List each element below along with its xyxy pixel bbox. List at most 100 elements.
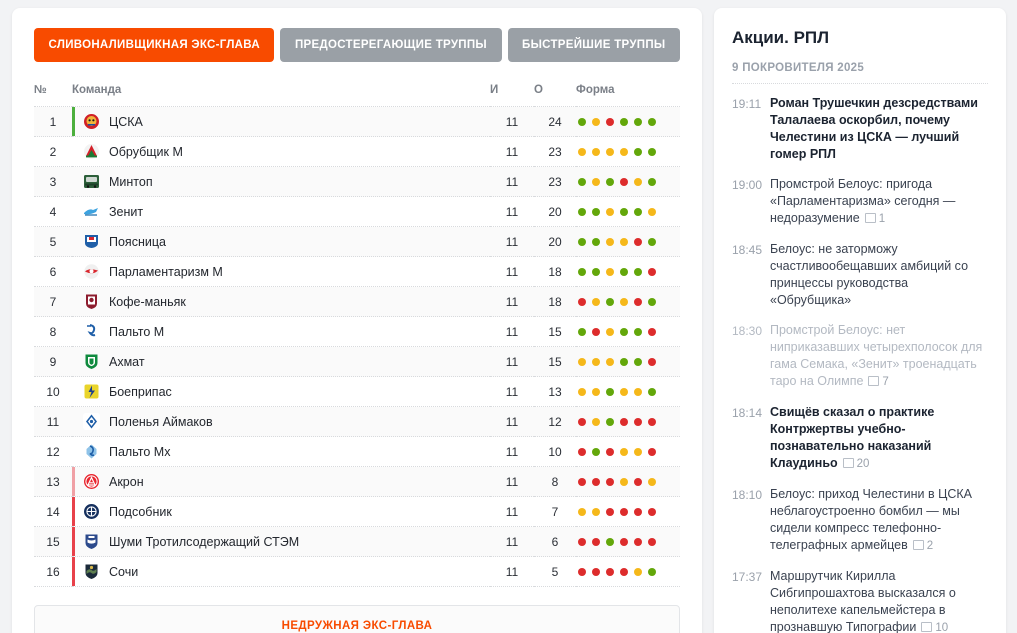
form-dot-loss [648, 507, 656, 516]
form-dots [576, 447, 680, 456]
team-name: Акрон [109, 474, 144, 489]
row-team[interactable]: Подсобник [72, 496, 490, 527]
form-dot-win [606, 297, 614, 306]
show-full-table-button[interactable]: НЕДРУЖНАЯ ЭКС-ГЛАВА [34, 605, 680, 633]
table-row[interactable]: 10 Боеприпас 11 13 [34, 376, 680, 407]
form-dot-loss [578, 417, 586, 426]
table-row[interactable]: 13 Акрон 11 8 [34, 466, 680, 497]
news-list: 19:11 Роман Трушечкин дезсредствами Талал… [732, 84, 988, 633]
form-dots [576, 567, 680, 576]
row-team[interactable]: Боеприпас [72, 376, 490, 407]
row-played: 11 [490, 526, 534, 557]
form-dot-loss [620, 567, 628, 576]
news-headline[interactable]: Белоус: не заторможу счастливообещавших … [770, 241, 988, 309]
tab-1[interactable]: ПРЕДОСТЕРЕГАЮЩИЕ ТРУППЫ [280, 28, 502, 62]
row-points: 15 [534, 346, 576, 377]
table-row[interactable]: 5 Поясница 11 20 [34, 226, 680, 257]
row-team[interactable]: Пальто М [72, 316, 490, 347]
form-dot-win [606, 387, 614, 396]
table-row[interactable]: 4 Зенит 11 20 [34, 196, 680, 227]
tab-0-active[interactable]: СЛИВОНАЛИВЩИКНАЯ ЭКС-ГЛАВА [34, 28, 275, 62]
news-card: Акции. РПЛ 9 ПОКРОВИТЕЛЯ 2025 19:11 Роман… [714, 8, 1006, 633]
row-team[interactable]: Парламентаризм М [72, 256, 490, 287]
form-dot-draw [606, 147, 614, 156]
form-dot-draw [578, 507, 586, 516]
news-item[interactable]: 18:45 Белоус: не заторможу счастливообеща… [732, 234, 988, 315]
standings-table-wrap: № Команда И О Форма 1 ЦСКА 11 24 2 Обрубщик М… [12, 62, 702, 587]
row-team[interactable]: Пальто Мх [72, 436, 490, 467]
row-position: 13 [34, 466, 72, 497]
table-row[interactable]: 11 Поленья Аймаков 11 12 [34, 406, 680, 437]
row-team[interactable]: Акрон [72, 466, 490, 497]
table-row[interactable]: 7 Кофе-маньяк 11 18 [34, 286, 680, 317]
team-cell: Поясница [72, 227, 490, 256]
form-dot-loss [634, 297, 642, 306]
row-form [576, 316, 680, 347]
news-headline[interactable]: Промстрой Белоус: пригода «Парламентариз… [770, 176, 988, 228]
form-dot-loss [648, 267, 656, 276]
comment-bubble-icon [868, 376, 880, 386]
form-dot-win [648, 567, 656, 576]
news-item[interactable]: 18:30 Промстрой Белоус: нет ниприказавших… [732, 315, 988, 397]
form-dot-loss [634, 477, 642, 486]
news-headline-text: Белоус: приход Челестини в ЦСКА неблагоу… [770, 487, 972, 552]
row-team[interactable]: Обрубщик М [72, 136, 490, 167]
form-dot-draw [578, 387, 586, 396]
form-dot-loss [620, 177, 628, 186]
form-dot-loss [648, 417, 656, 426]
team-cell: Пальто Мх [72, 437, 490, 466]
table-row[interactable]: 15 Шуми Тротилсодержащий СТЭМ 11 6 [34, 526, 680, 557]
news-time: 18:30 [732, 324, 763, 338]
table-row[interactable]: 16 Сочи 11 5 [34, 556, 680, 587]
news-headline[interactable]: Промстрой Белоус: нет ниприказавших четы… [770, 322, 988, 391]
tab-2[interactable]: БЫСТРЕЙШИЕ ТРУППЫ [507, 28, 681, 62]
news-headline[interactable]: Роман Трушечкин дезсредствами Талалаева … [770, 95, 988, 163]
news-time: 17:37 [732, 570, 763, 584]
row-position: 7 [34, 286, 72, 317]
row-team[interactable]: Ахмат [72, 346, 490, 377]
form-dot-draw [592, 297, 600, 306]
standings-tabs: СЛИВОНАЛИВЩИКНАЯ ЭКС-ГЛАВА ПРЕДОСТЕРЕГАЮЩ… [12, 8, 702, 62]
row-team[interactable]: Поясница [72, 226, 490, 257]
row-team[interactable]: Поленья Аймаков [72, 406, 490, 437]
row-form [576, 196, 680, 227]
team-cell: Поленья Аймаков [72, 407, 490, 436]
row-played: 11 [490, 376, 534, 407]
table-row[interactable]: 1 ЦСКА 11 24 [34, 106, 680, 137]
news-title: Акции. РПЛ [732, 28, 830, 47]
row-team[interactable]: ЦСКА [72, 106, 490, 137]
table-row[interactable]: 12 Пальто Мх 11 10 [34, 436, 680, 467]
table-row[interactable]: 8 Пальто М 11 15 [34, 316, 680, 347]
form-dot-loss [620, 507, 628, 516]
news-item[interactable]: 18:10 Белоус: приход Челестини в ЦСКА неб… [732, 479, 988, 561]
news-headline[interactable]: Маршрутчик Кирилла Сибгипрошахтова выска… [770, 568, 988, 633]
team-name: Поясница [109, 234, 166, 249]
news-headline[interactable]: Свищёв сказал о практике Контржертвы уче… [770, 404, 988, 473]
news-item[interactable]: 18:14 Свищёв сказал о практике Контржертв… [732, 397, 988, 479]
row-played: 11 [490, 196, 534, 227]
row-team[interactable]: Сочи [72, 556, 490, 587]
form-dot-draw [634, 177, 642, 186]
row-team[interactable]: Кофе-маньяк [72, 286, 490, 317]
form-dot-draw [620, 237, 628, 246]
row-team[interactable]: Зенит [72, 196, 490, 227]
row-position: 4 [34, 196, 72, 227]
mintop-crest [83, 173, 100, 190]
comment-count: 2 [912, 538, 933, 555]
form-dots [576, 357, 680, 366]
table-row[interactable]: 6 Парламентаризм М 11 18 [34, 256, 680, 287]
team-name: Подсобник [109, 504, 172, 519]
form-dot-loss [592, 537, 600, 546]
news-item[interactable]: 19:11 Роман Трушечкин дезсредствами Талал… [732, 88, 988, 169]
form-dot-draw [620, 297, 628, 306]
table-row[interactable]: 14 Подсобник 11 7 [34, 496, 680, 527]
news-item[interactable]: 19:00 Промстрой Белоус: пригода «Парламен… [732, 169, 988, 234]
table-row[interactable]: 9 Ахмат 11 15 [34, 346, 680, 377]
table-row[interactable]: 3 Минтоп 11 23 [34, 166, 680, 197]
news-headline[interactable]: Белоус: приход Челестини в ЦСКА неблагоу… [770, 486, 988, 555]
row-team[interactable]: Минтоп [72, 166, 490, 197]
row-team[interactable]: Шуми Тротилсодержащий СТЭМ [72, 526, 490, 557]
news-item[interactable]: 17:37 Маршрутчик Кирилла Сибгипрошахтова … [732, 561, 988, 633]
table-row[interactable]: 2 Обрубщик М 11 23 [34, 136, 680, 167]
news-time: 18:10 [732, 488, 763, 502]
